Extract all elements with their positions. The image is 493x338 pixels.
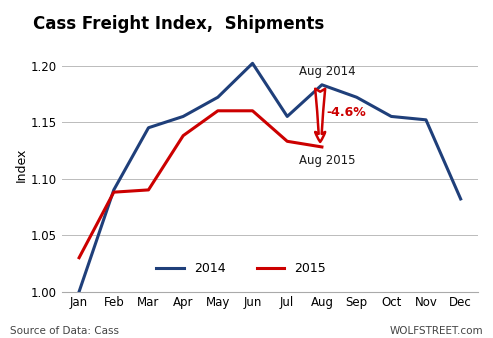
Text: Aug 2015: Aug 2015 [299,154,356,167]
Text: Aug 2014: Aug 2014 [299,65,356,78]
Y-axis label: Index: Index [15,147,28,182]
Text: WOLFSTREET.com: WOLFSTREET.com [389,326,483,336]
Text: -4.6%: -4.6% [326,106,366,119]
Text: Cass Freight Index,  Shipments: Cass Freight Index, Shipments [33,15,324,33]
Text: Source of Data: Cass: Source of Data: Cass [10,326,119,336]
Legend: 2014, 2015: 2014, 2015 [151,257,331,280]
